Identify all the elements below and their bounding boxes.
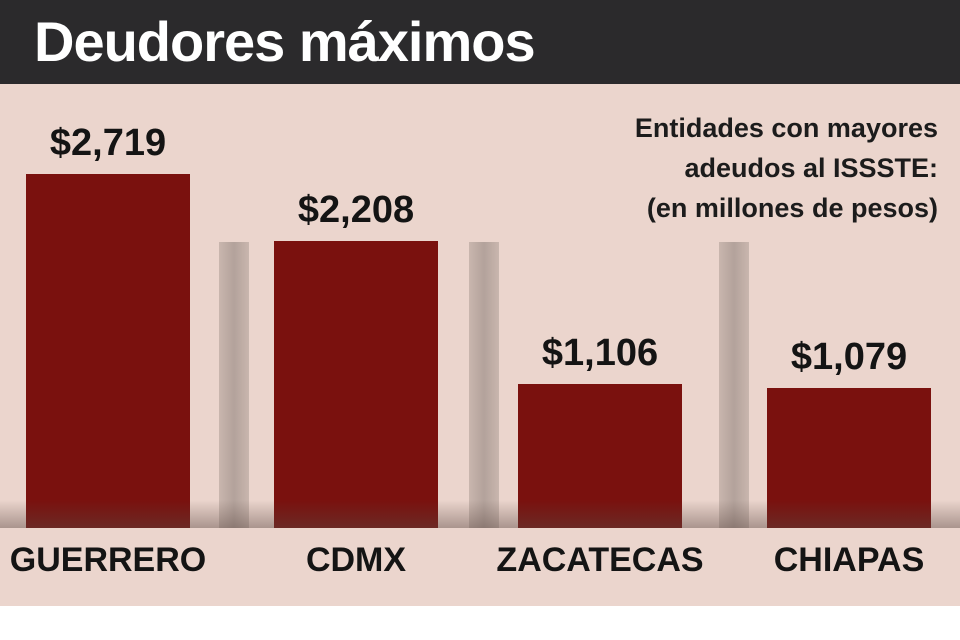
category-label: CHIAPAS <box>773 541 925 579</box>
bar-value-label: $1,079 <box>790 336 908 378</box>
bar-divider <box>469 242 499 528</box>
chart-title: Deudores máximos <box>34 10 536 73</box>
category-label: ZACATECAS <box>496 541 704 579</box>
bar-divider <box>719 242 749 528</box>
header-bar: Deudores máximos <box>0 0 960 84</box>
bar-divider <box>219 242 249 528</box>
bar-value-label: $1,106 <box>541 332 659 374</box>
bar-cdmx <box>274 241 438 528</box>
subtitle-line-3: (en millones de pesos) <box>646 193 938 223</box>
subtitle-line-2: adeudos al ISSSTE: <box>684 153 938 183</box>
baseline-shadow <box>0 500 960 528</box>
bar-chiapas <box>767 388 931 528</box>
bar-value-label: $2,719 <box>49 122 167 164</box>
bar-guerrero <box>26 174 190 528</box>
bar-value-label: $2,208 <box>297 189 415 231</box>
subtitle-line-1: Entidades con mayores <box>634 113 938 143</box>
category-label: GUERRERO <box>9 541 207 579</box>
category-label: CDMX <box>305 541 407 579</box>
bar-zacatecas <box>518 384 682 528</box>
footer-strip <box>0 606 960 640</box>
chart-subtitle: Entidades con mayores adeudos al ISSSTE:… <box>518 108 938 228</box>
